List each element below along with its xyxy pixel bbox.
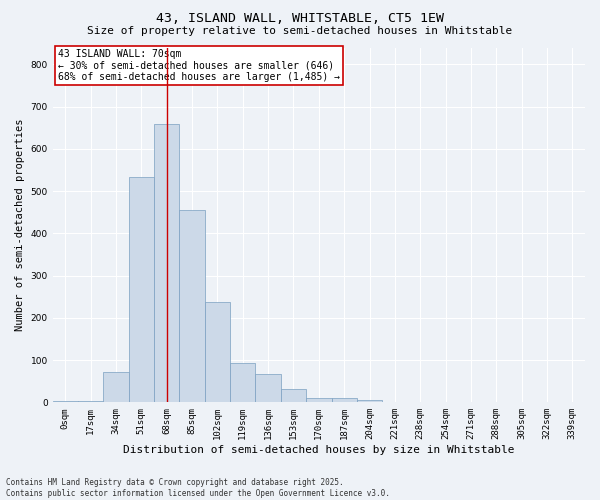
Bar [103, 372, 129, 402]
Text: 43 ISLAND WALL: 70sqm
← 30% of semi-detached houses are smaller (646)
68% of sem: 43 ISLAND WALL: 70sqm ← 30% of semi-deta… [58, 50, 340, 82]
Bar [230, 363, 256, 403]
Bar [179, 210, 205, 402]
Y-axis label: Number of semi-detached properties: Number of semi-detached properties [15, 118, 25, 331]
Bar [332, 398, 357, 402]
Bar [78, 401, 103, 402]
Bar [129, 177, 154, 402]
Bar [281, 389, 306, 402]
Bar [205, 302, 230, 402]
Text: 43, ISLAND WALL, WHITSTABLE, CT5 1EW: 43, ISLAND WALL, WHITSTABLE, CT5 1EW [156, 12, 444, 26]
Text: Size of property relative to semi-detached houses in Whitstable: Size of property relative to semi-detach… [88, 26, 512, 36]
Bar [53, 401, 78, 402]
Text: Contains HM Land Registry data © Crown copyright and database right 2025.
Contai: Contains HM Land Registry data © Crown c… [6, 478, 390, 498]
Bar [306, 398, 332, 402]
X-axis label: Distribution of semi-detached houses by size in Whitstable: Distribution of semi-detached houses by … [123, 445, 515, 455]
Bar [357, 400, 382, 402]
Bar [154, 124, 179, 402]
Bar [256, 374, 281, 402]
